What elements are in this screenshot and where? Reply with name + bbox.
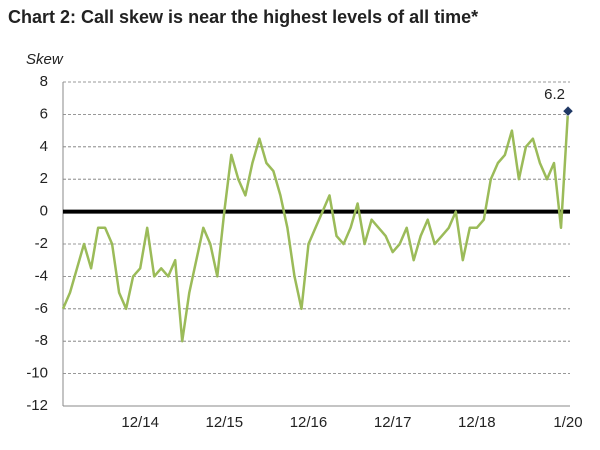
y-tick-label: -4 xyxy=(35,267,48,284)
y-tick-label: 4 xyxy=(40,138,48,155)
y-tick-label: 2 xyxy=(40,170,48,187)
y-tick-label: -6 xyxy=(35,300,48,317)
x-tick-label: 12/18 xyxy=(458,414,496,431)
y-tick-label: -10 xyxy=(26,365,48,382)
x-tick-label: 12/14 xyxy=(121,414,159,431)
y-tick-label: -2 xyxy=(35,235,48,252)
chart-title: Chart 2: Call skew is near the highest l… xyxy=(8,7,478,27)
x-tick-label: 1/20 xyxy=(553,414,582,431)
last-value-label: 6.2 xyxy=(544,86,565,103)
y-tick-label: 6 xyxy=(40,105,48,122)
y-tick-label: -12 xyxy=(26,397,48,414)
series-line xyxy=(61,111,570,343)
x-tick-label: 12/16 xyxy=(290,414,328,431)
y-tick-label: 0 xyxy=(40,203,48,220)
x-tick-label: 12/15 xyxy=(206,414,244,431)
y-tick-label: -8 xyxy=(35,332,48,349)
last-point-marker xyxy=(562,105,574,117)
x-tick-label: 12/17 xyxy=(374,414,412,431)
y-axis-label: Skew xyxy=(26,51,64,68)
y-tick-label: 8 xyxy=(40,73,48,90)
